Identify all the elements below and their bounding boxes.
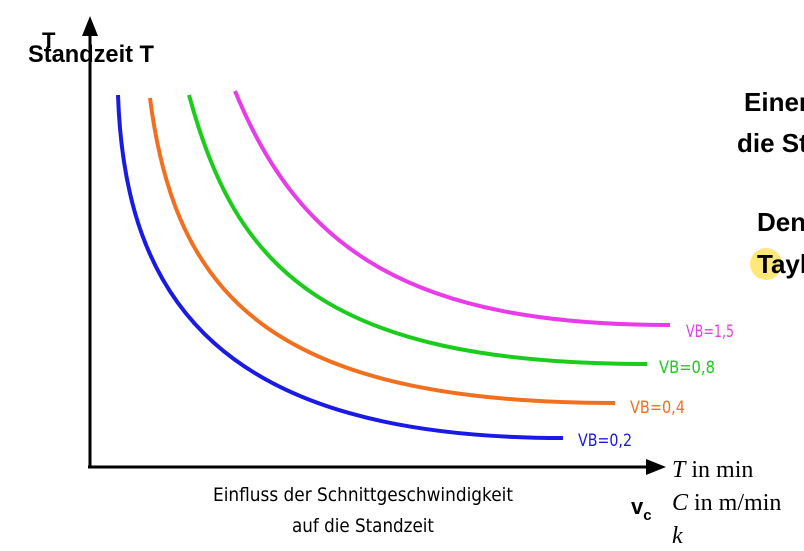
- legend-k: k: [672, 523, 683, 549]
- curve-vb-0-8: [187, 94, 648, 366]
- caption-line-2: auf die Standzeit: [292, 515, 434, 537]
- legend-c: C in m/min: [672, 490, 781, 516]
- right-text-line-2: die St: [737, 128, 804, 158]
- curve-label-vb-0-2: VB=0,2: [578, 431, 632, 451]
- y-axis-arrowhead: [82, 16, 98, 36]
- right-text-line-1: Einer: [744, 87, 804, 117]
- y-axis-glyph: T: [42, 28, 56, 53]
- curve-label-vb-0-8: VB=0,8: [659, 358, 715, 378]
- caption-line-1: Einfluss der Schnittgeschwindigkeit: [213, 484, 513, 506]
- legend-t: T in min: [672, 457, 753, 483]
- y-axis-label: Standzeit T: [28, 41, 154, 68]
- right-text-line-3: Den: [757, 207, 804, 237]
- curve-label-vb-0-4: VB=0,4: [630, 398, 685, 418]
- x-axis-label: vc: [631, 494, 652, 524]
- curve-vb-0-4: [148, 97, 616, 405]
- curve-vb-1-5: [233, 90, 671, 327]
- curve-vb-0-2: [116, 94, 564, 440]
- x-axis-arrowhead: [646, 459, 666, 475]
- right-text-line-4: Tayl: [757, 249, 804, 279]
- curve-label-vb-1-5: VB=1,5: [686, 322, 734, 342]
- highlight-mark: [750, 248, 782, 280]
